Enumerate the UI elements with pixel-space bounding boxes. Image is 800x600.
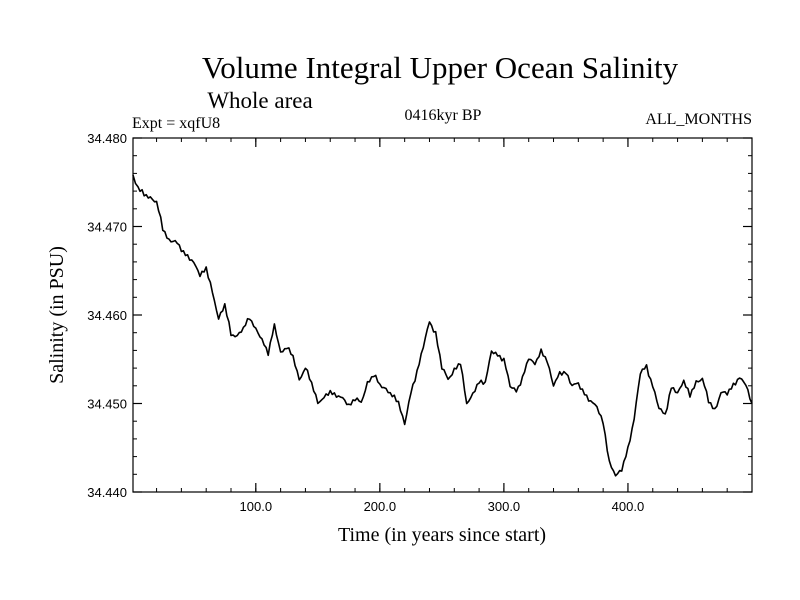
chart-title: Volume Integral Upper Ocean Salinity [202, 50, 679, 85]
y-axis: 34.440 34.450 34.460 34.470 34.480 [87, 131, 752, 500]
x-tick-label: 100.0 [240, 499, 273, 514]
chart-subtitle: Whole area [207, 88, 312, 113]
experiment-label: Expt = xqfU8 [132, 115, 220, 132]
x-tick-label: 200.0 [364, 499, 397, 514]
months-label: ALL_MONTHS [645, 111, 752, 128]
plot-frame [132, 137, 753, 493]
y-tick-label: 34.470 [87, 220, 127, 235]
y-tick-label: 34.480 [87, 131, 127, 146]
y-tick-label: 34.440 [87, 485, 127, 500]
x-axis-label: Time (in years since start) [338, 524, 546, 546]
period-label: 0416kyr BP [405, 107, 482, 124]
y-axis-label: Salinity (in PSU) [46, 246, 68, 384]
x-tick-label: 400.0 [612, 499, 645, 514]
salinity-line [132, 174, 753, 477]
y-tick-label: 34.450 [87, 397, 127, 412]
x-tick-label: 300.0 [488, 499, 521, 514]
y-tick-label: 34.460 [87, 308, 127, 323]
x-axis: 100.0 200.0 300.0 400.0 [156, 138, 728, 514]
